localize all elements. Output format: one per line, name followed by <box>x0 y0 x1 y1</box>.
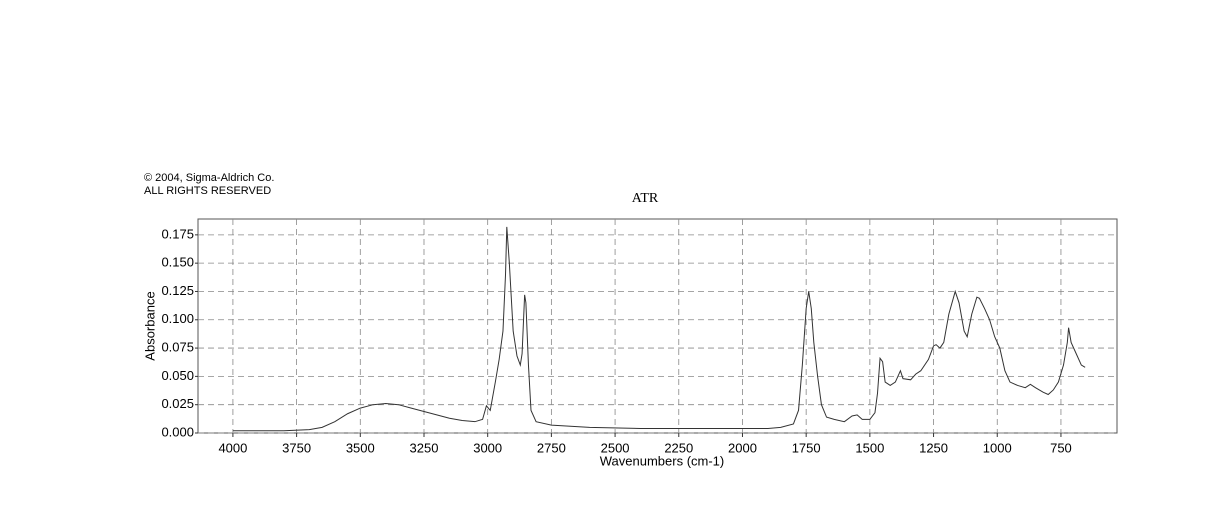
y-tick-label: 0.100 <box>161 311 194 326</box>
x-tick-label: 2250 <box>664 440 693 455</box>
rights: ALL RIGHTS RESERVED <box>144 185 271 197</box>
x-axis-label: Wavenumbers (cm-1) <box>600 453 724 468</box>
chart-title: ATR <box>632 191 659 206</box>
x-tick-label: 3000 <box>473 440 502 455</box>
spectrum-line <box>232 226 1086 432</box>
x-tick-label: 4000 <box>218 440 247 455</box>
y-axis-label: Absorbance <box>142 291 157 360</box>
y-tick-label: 0.075 <box>161 340 194 355</box>
y-tick-label: 0.175 <box>161 226 194 241</box>
x-tick-label: 2500 <box>601 440 630 455</box>
x-tick-label: 3500 <box>346 440 375 455</box>
y-tick-label: 0.025 <box>161 396 194 411</box>
x-tick-label: 1000 <box>983 440 1012 455</box>
y-tick-label: 0.000 <box>161 424 194 439</box>
copyright: © 2004, Sigma-Aldrich Co. <box>144 172 274 184</box>
y-tick-label: 0.125 <box>161 283 194 298</box>
x-tick-label: 1250 <box>919 440 948 455</box>
x-tick-label: 3750 <box>282 440 311 455</box>
x-tick-label: 2750 <box>537 440 566 455</box>
x-tick-label: 2000 <box>728 440 757 455</box>
y-tick-label: 0.150 <box>161 255 194 270</box>
plot-frame <box>197 218 1118 434</box>
y-tick-label: 0.050 <box>161 368 194 383</box>
x-tick-label: 3250 <box>410 440 439 455</box>
x-tick-label: 1500 <box>855 440 884 455</box>
x-tick-label: 1750 <box>792 440 821 455</box>
x-tick-label: 750 <box>1050 440 1072 455</box>
